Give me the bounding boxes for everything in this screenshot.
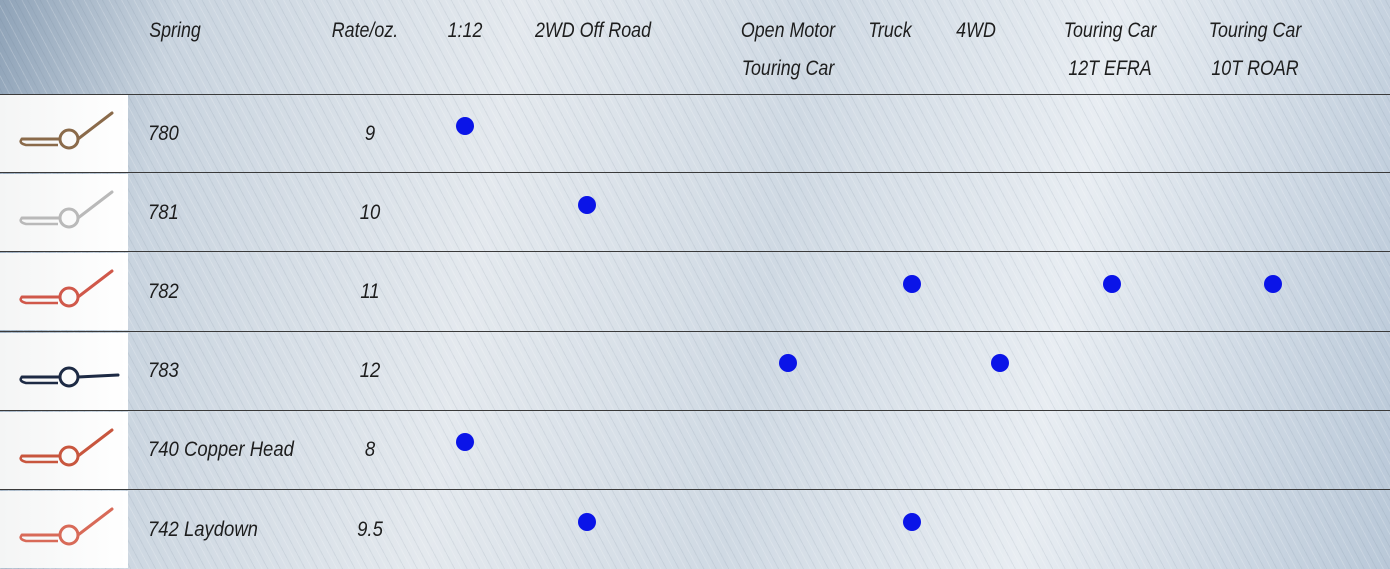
row-separator xyxy=(0,330,1390,332)
spring-rate: 8 xyxy=(364,438,376,462)
spring-drawing xyxy=(19,190,114,229)
spring-name: 782 xyxy=(148,280,179,303)
spring-name: 780 xyxy=(148,121,179,145)
spring-drawing xyxy=(19,428,114,467)
spring-icon xyxy=(0,174,128,252)
column-header: Rate/oz. xyxy=(331,19,399,42)
spring-name: 740 Copper Head xyxy=(148,438,294,462)
spring-icon xyxy=(0,332,128,410)
column-header: 2WD Off Road xyxy=(534,19,652,42)
spring-rate: 9 xyxy=(364,121,376,145)
usage-dot xyxy=(779,354,797,373)
spring-rate: 9.5 xyxy=(357,517,383,541)
usage-dot xyxy=(1103,275,1121,293)
row-separator xyxy=(0,489,1390,490)
usage-dot xyxy=(903,512,921,531)
row-separator xyxy=(0,251,1390,253)
spring-icon xyxy=(0,411,128,489)
column-header: Truck xyxy=(868,19,912,42)
spring-drawing xyxy=(19,111,114,150)
spring-drawing xyxy=(19,366,120,388)
spring-rate: 12 xyxy=(359,359,381,383)
usage-dot xyxy=(903,275,921,293)
column-header: 4WD xyxy=(956,19,996,42)
row-separator xyxy=(0,409,1390,411)
spring-icon xyxy=(0,95,128,172)
usage-dot xyxy=(1264,275,1282,293)
spring-drawing xyxy=(19,507,114,546)
spring-icon xyxy=(0,253,128,331)
spring-rate: 11 xyxy=(360,280,380,303)
column-header: 1:12 xyxy=(447,19,483,42)
column-header: Open Motor Touring Car xyxy=(740,19,836,80)
spring-drawing xyxy=(19,269,114,308)
row-separator xyxy=(0,172,1390,174)
usage-dot xyxy=(578,512,596,531)
spring-icon xyxy=(0,491,128,568)
column-header: Touring Car 10T ROAR xyxy=(1208,19,1302,80)
spring-name: 781 xyxy=(148,200,179,224)
spring-rate: 10 xyxy=(359,200,381,224)
row-separator xyxy=(0,94,1390,95)
spring-name: 742 Laydown xyxy=(148,517,258,541)
spring-name: 783 xyxy=(148,359,179,383)
column-header: Touring Car 12T EFRA xyxy=(1063,19,1157,80)
usage-dot xyxy=(456,433,474,452)
usage-dot xyxy=(991,354,1009,373)
usage-dot xyxy=(456,116,474,135)
column-header: Spring xyxy=(149,19,201,42)
usage-dot xyxy=(578,195,596,214)
